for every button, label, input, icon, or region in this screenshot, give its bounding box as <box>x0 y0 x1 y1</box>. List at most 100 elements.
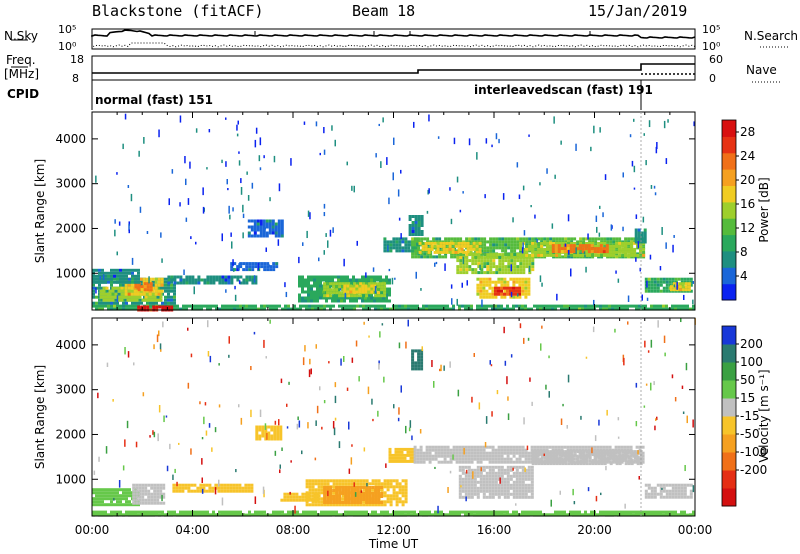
echo-cell <box>392 494 396 498</box>
echo-cell <box>334 299 337 303</box>
echo-cell <box>320 304 323 308</box>
echo-cell <box>419 448 423 452</box>
echo-cell <box>143 285 147 289</box>
echo-cell <box>110 304 113 308</box>
echo-cell <box>236 510 239 514</box>
echo-cell <box>331 299 334 303</box>
echo-cell <box>624 462 628 466</box>
scatter-echo <box>195 241 197 245</box>
echo-cell <box>464 454 468 458</box>
echo-cell <box>540 450 544 454</box>
echo-cell <box>276 428 280 432</box>
echo-cell <box>264 431 268 435</box>
echo-cell <box>521 474 525 478</box>
echo-cell <box>125 497 128 501</box>
echo-cell <box>158 513 161 517</box>
echo-cell <box>641 304 644 308</box>
scatter-echo <box>102 274 105 281</box>
echo-cell <box>329 307 332 311</box>
echo-cell <box>209 304 212 308</box>
echo-cell <box>187 489 191 493</box>
echo-cell <box>417 355 421 359</box>
echo-cell <box>653 304 656 308</box>
echo-cell <box>323 503 327 507</box>
echo-cell <box>659 304 662 308</box>
echo-cell <box>495 271 499 275</box>
echo-cell <box>650 492 654 496</box>
echo-cell <box>170 275 174 279</box>
scatter-echo <box>302 242 304 246</box>
echo-cell <box>560 304 563 308</box>
echo-cell <box>483 240 487 244</box>
echo-cell <box>512 471 516 475</box>
echo-cell <box>549 241 553 245</box>
echo-cell <box>620 307 623 311</box>
echo-cell <box>632 304 635 308</box>
echo-cell <box>531 247 535 251</box>
echo-cell <box>102 292 106 296</box>
echo-cell <box>113 301 116 305</box>
echo-cell <box>476 277 480 281</box>
echo-cell <box>531 262 535 266</box>
echo-cell <box>236 278 240 282</box>
echo-cell <box>268 228 272 232</box>
echo-cell <box>464 480 468 484</box>
echo-cell <box>500 483 504 487</box>
echo-cell <box>101 277 104 281</box>
echo-cell <box>256 228 260 232</box>
echo-cell <box>572 445 576 449</box>
echo-cell <box>266 262 270 266</box>
echo-cell <box>476 510 479 514</box>
echo-cell <box>566 307 569 311</box>
scatter-echo <box>225 117 227 120</box>
scatter-echo <box>269 197 271 202</box>
echo-cell <box>597 241 601 245</box>
echo-cell <box>659 307 662 311</box>
echo-cell <box>248 278 252 282</box>
echo-cell <box>525 250 529 254</box>
echo-cell <box>504 240 508 244</box>
echo-cell <box>153 295 157 299</box>
echo-cell <box>420 215 424 218</box>
echo-cell <box>626 451 630 455</box>
echo-cell <box>107 304 110 308</box>
echo-cell <box>480 256 484 260</box>
echo-cell <box>158 305 162 309</box>
echo-cell <box>287 304 290 308</box>
echo-cell <box>398 500 402 504</box>
echo-cell <box>656 307 659 311</box>
echo-cell <box>575 304 578 308</box>
cpid-segment-label: normal (fast) 151 <box>95 93 213 107</box>
echo-cell <box>458 445 462 449</box>
echo-cell <box>443 445 447 449</box>
echo-cell <box>377 479 381 483</box>
echo-cell <box>494 289 497 293</box>
echo-cell <box>434 454 438 458</box>
echo-cell <box>280 234 284 238</box>
echo-cell <box>408 230 412 233</box>
echo-cell <box>527 307 530 311</box>
y-tick-label: 4000 <box>55 132 86 146</box>
echo-cell <box>92 304 95 308</box>
echo-cell <box>606 240 610 244</box>
echo-cell <box>522 268 526 272</box>
echo-cell <box>455 451 459 455</box>
echo-cell <box>395 497 399 501</box>
echo-cell <box>494 474 498 478</box>
echo-cell <box>359 479 363 483</box>
echo-cell <box>149 285 153 289</box>
echo-cell <box>665 304 668 308</box>
scatter-echo <box>415 271 417 279</box>
echo-cell <box>455 445 459 449</box>
echo-cell <box>199 489 203 493</box>
echo-cell <box>248 307 251 311</box>
echo-cell <box>627 241 631 245</box>
echo-cell <box>337 296 340 300</box>
echo-cell <box>113 503 116 507</box>
echo-cell <box>92 488 95 492</box>
echo-cell <box>428 448 432 452</box>
echo-cell <box>455 448 459 452</box>
echo-cell <box>398 243 402 247</box>
scatter-echo <box>189 161 191 169</box>
